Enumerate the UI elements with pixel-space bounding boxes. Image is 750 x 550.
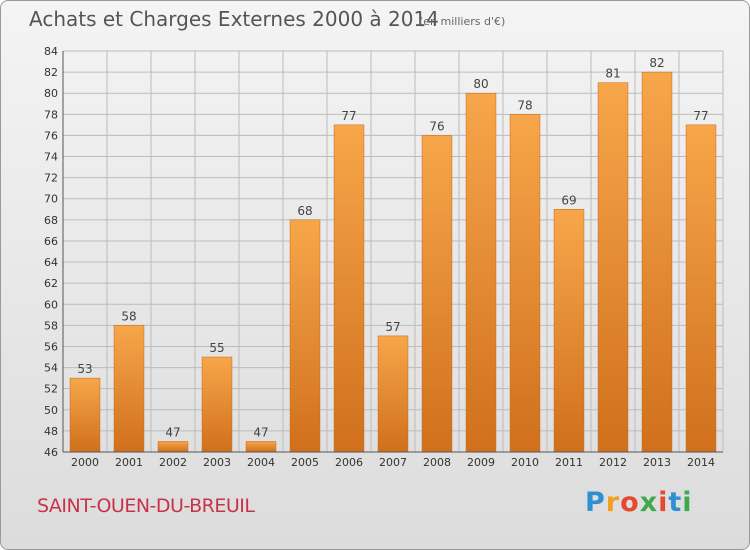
logo-letter: r (605, 487, 621, 518)
value-label: 80 (473, 77, 488, 91)
logo-letter: o (620, 487, 640, 518)
y-tick-label: 60 (44, 298, 58, 311)
value-label: 47 (165, 425, 180, 439)
value-label: 78 (517, 98, 532, 112)
label-layer: 53 58 47 55 47 68 77 57 76 80 78 69 81 82 77 (77, 56, 708, 439)
bar-2002 (157, 441, 189, 453)
axis-layer: 46 48 50 52 54 56 58 60 62 64 66 68 70 72 74 76 78 80 82 84… (44, 45, 723, 469)
y-tick-label: 46 (44, 446, 58, 459)
chart-unit: (en milliers d'€) (419, 15, 506, 28)
y-tick-label: 72 (44, 172, 58, 185)
value-label: 68 (297, 204, 312, 218)
y-tick-label: 82 (44, 66, 58, 79)
bar-2008 (421, 135, 453, 453)
y-tick-label: 64 (44, 256, 58, 269)
value-label: 76 (429, 119, 444, 133)
x-tick-label: 2013 (643, 456, 671, 469)
commune-name: SAINT-OUEN-DU-BREUIL (37, 495, 255, 517)
y-tick-label: 66 (44, 235, 58, 248)
bar-2009 (465, 92, 497, 453)
proxiti-logo: Proxiti (585, 487, 693, 518)
bar-2013 (641, 71, 673, 453)
value-label: 55 (209, 341, 224, 355)
x-tick-label: 2005 (291, 456, 319, 469)
bar-2005 (289, 219, 321, 453)
x-tick-label: 2002 (159, 456, 187, 469)
value-label: 58 (121, 309, 136, 323)
x-tick-label: 2011 (555, 456, 583, 469)
x-tick-label: 2012 (599, 456, 627, 469)
x-tick-label: 2006 (335, 456, 363, 469)
x-tick-label: 2014 (687, 456, 715, 469)
y-tick-label: 74 (44, 151, 58, 164)
bar-2007 (377, 335, 409, 453)
x-tick-label: 2007 (379, 456, 407, 469)
value-label: 53 (77, 362, 92, 376)
logo-letter: i (658, 487, 669, 518)
value-label: 77 (693, 109, 708, 123)
bar-2014 (685, 124, 717, 453)
y-tick-label: 76 (44, 129, 58, 142)
value-label: 69 (561, 193, 576, 207)
x-tick-label: 2004 (247, 456, 275, 469)
x-tick-label: 2009 (467, 456, 495, 469)
y-tick-label: 80 (44, 87, 58, 100)
bar-2011 (553, 209, 585, 453)
y-tick-label: 68 (44, 214, 58, 227)
value-label: 81 (605, 67, 620, 81)
bar-2003 (201, 356, 233, 453)
x-tick-label: 2001 (115, 456, 143, 469)
value-label: 57 (385, 320, 400, 334)
y-tick-label: 52 (44, 383, 58, 396)
bar-2010 (509, 114, 541, 453)
logo-letter: i (682, 487, 693, 518)
y-tick-label: 78 (44, 108, 58, 121)
y-tick-label: 70 (44, 193, 58, 206)
y-tick-label: 58 (44, 319, 58, 332)
bar-2012 (597, 82, 629, 453)
value-label: 47 (253, 425, 268, 439)
y-tick-label: 56 (44, 340, 58, 353)
value-label: 77 (341, 109, 356, 123)
value-label: 82 (649, 56, 664, 70)
logo-letter: x (639, 487, 659, 518)
bar-2004 (245, 441, 277, 453)
bar-2006 (333, 124, 365, 453)
bar-layer (69, 71, 717, 453)
logo-letter: t (668, 487, 683, 518)
chart-title: Achats et Charges Externes 2000 à 2014 (29, 7, 439, 31)
logo-letter: P (585, 487, 606, 518)
bar-2000 (69, 377, 101, 453)
y-tick-label: 54 (44, 362, 58, 375)
x-tick-label: 2010 (511, 456, 539, 469)
y-tick-label: 50 (44, 404, 58, 417)
y-tick-label: 62 (44, 277, 58, 290)
y-tick-label: 48 (44, 425, 58, 438)
x-tick-label: 2000 (71, 456, 99, 469)
bar-2001 (113, 325, 145, 453)
x-tick-label: 2003 (203, 456, 231, 469)
x-tick-label: 2008 (423, 456, 451, 469)
y-tick-label: 84 (44, 45, 58, 58)
